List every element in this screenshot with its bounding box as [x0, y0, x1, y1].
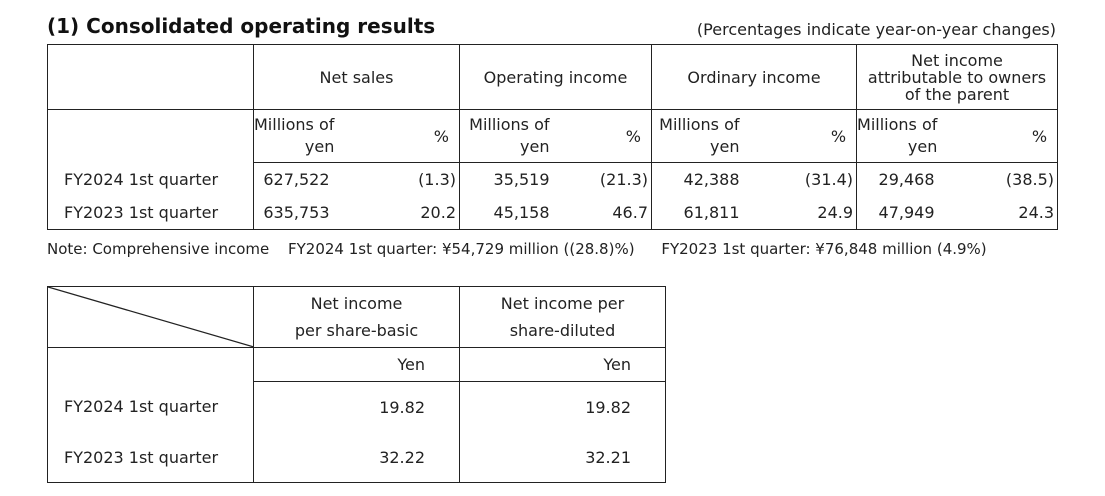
header-net-income-basic: Net income per share-basic [253, 286, 460, 348]
unit-percent-operating-income: % [599, 109, 652, 163]
basic-value: 19.82 [253, 381, 460, 432]
net-sales-pct: 20.2 [403, 196, 460, 230]
basic-value: 32.22 [253, 432, 460, 483]
operating-income-value: 35,519 [459, 162, 600, 196]
header-net-income-diluted: Net income per share-diluted [459, 286, 666, 348]
unit-millions-operating-income: Millions of yen [459, 109, 600, 163]
row-label: FY2024 1st quarter [47, 381, 254, 432]
header-empty-cell [47, 44, 254, 110]
percentage-note: (Percentages indicate year-on-year chang… [696, 20, 1056, 39]
table-row: FY2023 1st quarter 32.22 32.21 [47, 432, 666, 483]
comprehensive-income-note: Note: Comprehensive income FY2024 1st qu… [47, 240, 987, 258]
header-ordinary-income: Ordinary income [650, 44, 858, 110]
unit-millions-net-income: Millions of yen [856, 109, 1000, 163]
diagonal-header-cell [47, 286, 254, 348]
header-net-income-line3: of the parent [904, 84, 1010, 104]
ordinary-income-value: 61,811 [651, 196, 800, 230]
ordinary-income-pct: (31.4) [799, 162, 858, 196]
row-label: FY2023 1st quarter [47, 432, 254, 483]
note-label: Note: Comprehensive income [47, 240, 270, 258]
note-fy2024: FY2024 1st quarter: ¥54,729 million ((28… [288, 240, 635, 258]
net-income-value: 29,468 [856, 162, 1000, 196]
note-fy2023: FY2023 1st quarter: ¥76,848 million (4.9… [661, 240, 987, 258]
header-net-sales: Net sales [253, 44, 460, 110]
consolidated-results-table: Net sales Operating income Ordinary inco… [47, 44, 1059, 230]
unit-percent-net-sales: % [403, 109, 460, 163]
diluted-value: 32.21 [459, 432, 666, 483]
net-sales-value: 627,522 [253, 162, 404, 196]
diagonal-line [48, 287, 254, 347]
section-heading: (1) Consolidated operating results [47, 14, 436, 38]
unit-percent-ordinary-income: % [799, 109, 858, 163]
row-label: FY2023 1st quarter [47, 196, 254, 230]
header-operating-income: Operating income [459, 44, 652, 110]
ordinary-income-value: 42,388 [651, 162, 800, 196]
table-row: FY2024 1st quarter 19.82 19.82 [47, 381, 666, 432]
net-sales-pct: (1.3) [403, 162, 460, 196]
table-row: FY2023 1st quarter 635,753 20.2 45,158 4… [47, 196, 1059, 230]
table-row: FY2024 1st quarter 627,522 (1.3) 35,519 … [47, 162, 1059, 196]
ordinary-income-pct: 24.9 [799, 196, 858, 230]
operating-income-value: 45,158 [459, 196, 600, 230]
operating-income-pct: (21.3) [599, 162, 652, 196]
net-income-pct: 24.3 [999, 196, 1059, 230]
unit-percent-net-income: % [999, 109, 1059, 163]
unit-millions-ordinary-income: Millions of yen [651, 109, 800, 163]
net-sales-value: 635,753 [253, 196, 404, 230]
header-net-income-line2: attributable to owners [867, 67, 1047, 87]
net-income-value: 47,949 [856, 196, 1000, 230]
header-net-income-line1: Net income [911, 50, 1003, 70]
row-label: FY2024 1st quarter [47, 162, 254, 196]
unit-millions-net-sales: Millions of yen [253, 109, 404, 163]
units-empty-cell [47, 109, 254, 163]
net-income-pct: (38.5) [999, 162, 1059, 196]
unit-yen-basic: Yen [253, 347, 460, 382]
operating-income-pct: 46.7 [599, 196, 652, 230]
units-empty-cell [47, 347, 254, 382]
header-net-income: Net income attributable to owners of the… [856, 44, 1059, 110]
unit-yen-diluted: Yen [459, 347, 666, 382]
per-share-table: Net income per share-basic Net income pe… [47, 286, 666, 483]
diluted-value: 19.82 [459, 381, 666, 432]
